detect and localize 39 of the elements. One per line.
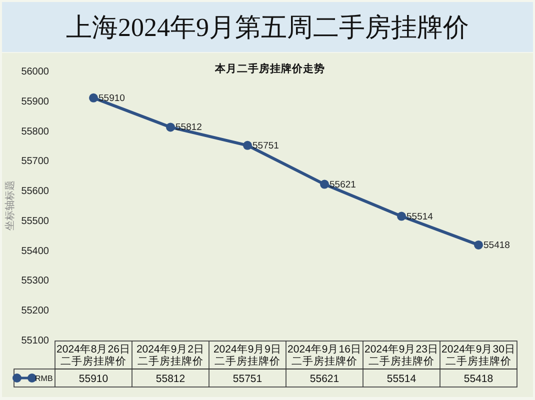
chart-subtitle: 本月二手房挂牌价走势 [214,62,325,75]
data-label: 55812 [156,373,186,385]
annotation: 55418 [484,240,510,251]
annotation: 55910 [98,92,125,104]
y-tick-label: 56000 [21,66,50,78]
data-label: 55910 [78,373,108,385]
chart-title: 上海2024年9月第五周二手房挂牌价 [66,13,469,42]
data-label: 55751 [232,373,262,385]
point [243,140,252,150]
y-tick-label: 55600 [21,186,50,198]
legend: RMB [12,374,53,383]
x-tick-label: 2024年9月16日二手房挂牌价 [288,344,362,368]
x-tick-label: 2024年9月30日二手房挂牌价 [442,344,516,368]
point [89,93,98,102]
x-tick-label: 2024年9月23日二手房挂牌价 [364,344,438,368]
y-tick-label: 55100 [21,336,50,346]
annotation: 55751 [252,140,279,152]
y-tick-label: 55800 [21,126,50,138]
data-label: 55418 [464,373,494,385]
annotation: 55812 [176,122,202,134]
y-tick-label: 55400 [21,246,50,257]
point [397,212,406,221]
point [320,180,329,189]
y-tick-label: 55700 [21,156,50,168]
x-tick-label: 2024年8月26日二手房挂牌价 [56,344,130,368]
x-tick-label: 2024年9月9日二手房挂牌价 [213,344,282,368]
point [474,240,483,250]
y-tick-label: 55900 [21,96,50,108]
point [166,122,175,132]
y-axis-title: 坐标轴标题 [4,180,16,230]
legend-label: RMB [35,374,53,383]
annotation: 55514 [406,211,433,222]
y-tick-label: 55200 [21,306,50,317]
y-tick-label: 55500 [21,216,50,227]
x-tick-label: 2024年9月2日二手房挂牌价 [136,344,205,368]
data-label: 55621 [310,373,340,385]
data-label: 55514 [386,373,416,385]
annotation: 55621 [330,179,356,190]
y-tick-label: 55300 [21,276,50,287]
